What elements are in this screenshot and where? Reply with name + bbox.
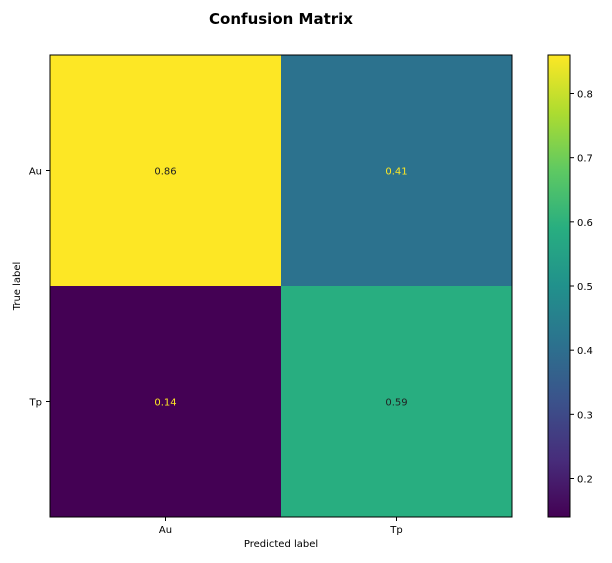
x-axis-label: Predicted label bbox=[244, 539, 318, 550]
matrix-cell bbox=[281, 55, 512, 286]
colorbar-tick-label: 0.8 bbox=[577, 90, 593, 101]
matrix-cell bbox=[50, 55, 281, 286]
y-tick-label: Au bbox=[29, 167, 42, 178]
x-tick-label: Tp bbox=[389, 525, 402, 536]
colorbar-tick-label: 0.4 bbox=[577, 346, 593, 357]
plot-frame bbox=[49, 54, 513, 518]
cell-value-label: 0.14 bbox=[154, 398, 176, 409]
matrix-cell bbox=[50, 286, 281, 517]
colorbar-tick-label: 0.7 bbox=[577, 154, 593, 165]
matrix-cells: 0.86 0.41 0.14 0.59 bbox=[50, 55, 512, 517]
colorbar-tick-label: 0.5 bbox=[577, 282, 593, 293]
chart-title: Confusion Matrix bbox=[209, 10, 353, 28]
y-tick-label: Tp bbox=[29, 398, 42, 409]
colorbar bbox=[547, 54, 571, 518]
colorbar-ticks: 0.2 0.3 0.4 0.5 0.6 0.7 0.8 bbox=[570, 90, 593, 486]
x-tick-label: Au bbox=[159, 525, 172, 536]
colorbar-tick-label: 0.2 bbox=[577, 475, 593, 486]
y-axis-ticks: Au Tp bbox=[29, 167, 50, 409]
cell-value-label: 0.41 bbox=[385, 167, 407, 178]
colorbar-tick-label: 0.3 bbox=[577, 410, 593, 421]
cell-value-label: 0.86 bbox=[154, 167, 176, 178]
x-axis-ticks: Au Tp bbox=[159, 517, 403, 536]
colorbar-tick-label: 0.6 bbox=[577, 218, 593, 229]
cell-value-label: 0.59 bbox=[385, 398, 407, 409]
y-axis-label: True label bbox=[12, 262, 23, 312]
matrix-cell bbox=[281, 286, 512, 517]
